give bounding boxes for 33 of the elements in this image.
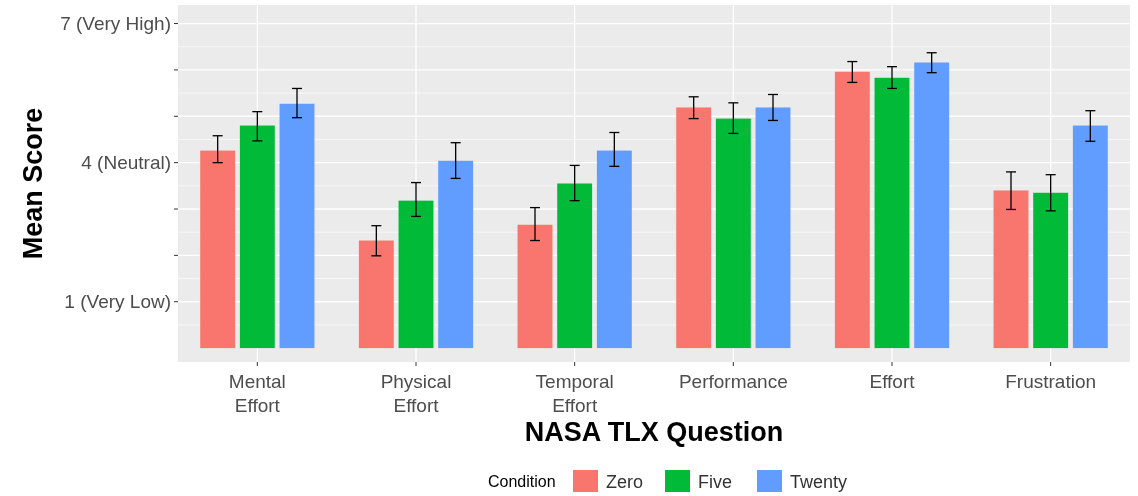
bar (438, 160, 474, 349)
x-tick-label: Physical Effort (380, 371, 452, 416)
x-tick-label: Performance (678, 371, 788, 392)
legend-label: Zero (606, 472, 644, 492)
bar (874, 77, 910, 349)
bar (200, 150, 236, 349)
bar (1033, 192, 1069, 349)
y-axis-title: Mean Score (18, 107, 48, 260)
legend-label: Five (698, 472, 733, 492)
bar (279, 103, 315, 349)
bar (715, 118, 751, 349)
bar (834, 71, 870, 349)
bar (993, 190, 1029, 349)
bar (358, 240, 394, 349)
legend-label: Twenty (790, 472, 848, 492)
legend-title: Condition (488, 473, 556, 490)
x-tick-label: Mental Effort (228, 371, 286, 416)
bar (398, 200, 434, 349)
bar (1072, 125, 1108, 349)
x-tick-label: Frustration (1005, 371, 1097, 392)
y-tick-label: 7 (Very High) (60, 13, 171, 35)
bar (676, 107, 712, 349)
y-tick-label: 4 (Neutral) (81, 152, 171, 174)
bar (914, 62, 950, 349)
bar (596, 150, 632, 349)
x-axis-title: NASA TLX Question (524, 417, 784, 447)
x-tick-label: Temporal Effort (535, 371, 614, 416)
bar (239, 125, 275, 349)
y-tick-label: 1 (Very Low) (64, 291, 171, 313)
bar (517, 224, 553, 349)
bar (557, 183, 593, 349)
bar (755, 107, 791, 349)
x-tick-label: Effort (869, 371, 916, 392)
